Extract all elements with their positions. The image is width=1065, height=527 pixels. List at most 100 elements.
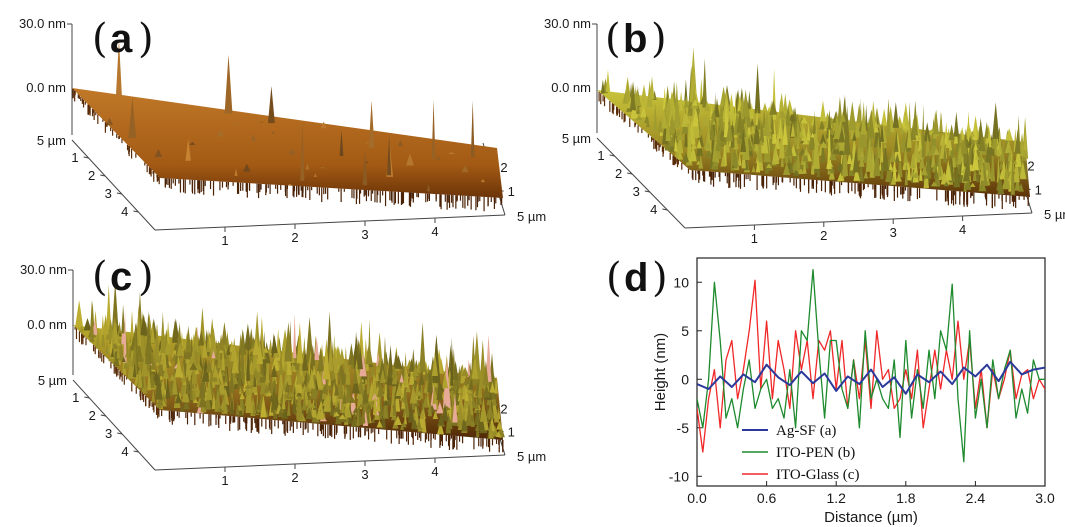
afm-spike (365, 341, 373, 365)
afm-spike (777, 121, 783, 139)
afm-spike (163, 339, 172, 355)
afm-spike (457, 365, 462, 385)
afm-texture (106, 39, 486, 192)
afm-spike (600, 79, 605, 94)
afm-spike (435, 401, 444, 414)
afm-spike (418, 368, 425, 385)
afm-spike (376, 386, 381, 412)
afm-spike (237, 346, 242, 387)
afm-spike (775, 130, 781, 150)
y-axis-line (71, 139, 156, 231)
afm-spike (756, 116, 761, 130)
right-axis-tick-label: 1 (1035, 182, 1042, 197)
y-axis-tick (83, 156, 89, 159)
afm-spike (733, 137, 739, 150)
afm-spike (796, 138, 800, 150)
afm-spike (269, 393, 274, 402)
afm-spike (400, 422, 407, 428)
afm-spike (117, 321, 122, 334)
legend-label: ITO-PEN (b) (776, 445, 855, 461)
afm-spike (296, 389, 302, 397)
afm-spike (358, 375, 365, 395)
afm-spike (427, 369, 433, 393)
afm-spike (930, 150, 936, 168)
afm-spike (265, 389, 273, 397)
afm-spike (763, 110, 771, 137)
afm-spike (334, 383, 340, 396)
afm-spike (230, 123, 238, 125)
afm-spike (217, 389, 222, 396)
afm-spike (676, 132, 685, 140)
afm-spike (121, 356, 126, 363)
afm-spike (346, 406, 352, 418)
afm-spike (668, 138, 677, 147)
afm-spike (301, 349, 309, 371)
afm-spike (471, 354, 479, 379)
afm-spike (452, 360, 459, 380)
panel-label: a (110, 17, 133, 61)
afm-spike (693, 111, 699, 122)
afm-spike (252, 367, 260, 378)
afm-spike (155, 370, 163, 400)
afm-spike (974, 154, 980, 160)
afm-spike (771, 120, 777, 144)
afm-spike (296, 322, 303, 364)
afm-spike (198, 391, 207, 408)
afm-spike (286, 375, 291, 381)
afm-spike (754, 63, 761, 114)
afm-spike (494, 375, 498, 394)
afm-spike (894, 130, 899, 152)
afm-spike (711, 110, 717, 119)
afm-spike (969, 131, 975, 137)
afm-spike (923, 122, 931, 142)
afm-spike (305, 407, 314, 420)
afm-spike (270, 364, 278, 378)
afm-spike (240, 331, 245, 380)
series-group (697, 268, 1045, 463)
afm-spike (238, 407, 243, 416)
afm-spike (485, 334, 492, 382)
afm-spike (988, 134, 995, 156)
y-axis-tick-label: 3 (105, 186, 112, 201)
panel-label-close-paren: ) (138, 16, 154, 62)
afm-spike (113, 321, 119, 344)
afm-spike (838, 126, 846, 143)
afm-spike (211, 391, 216, 409)
afm-spike (423, 369, 429, 381)
afm-spike (121, 304, 126, 334)
afm-spike (366, 403, 372, 410)
afm-spike (362, 383, 368, 404)
afm-spike (295, 367, 303, 385)
afm-spike (904, 161, 908, 186)
afm-spike (292, 313, 297, 359)
afm-spike (879, 136, 884, 163)
afm-spike (707, 115, 711, 143)
afm-spike (749, 102, 754, 119)
afm-spike (816, 169, 821, 177)
afm-spike (984, 121, 990, 139)
afm-spike (357, 345, 364, 370)
afm-spike (127, 355, 136, 379)
afm-spike (808, 127, 816, 150)
right-axis-tick-label: 2 (1027, 159, 1034, 174)
afm-spike (996, 154, 1001, 183)
y-axis-tick (662, 208, 668, 211)
afm-spike (853, 165, 860, 181)
afm-spike (945, 127, 952, 149)
afm-spike (890, 175, 897, 185)
afm-spike (649, 76, 655, 99)
y-tick-label: 0 (681, 371, 689, 387)
y-tick-label: 5 (681, 323, 689, 339)
afm-spike (325, 387, 331, 410)
afm-spike (999, 144, 1006, 162)
afm-spike (401, 398, 406, 409)
afm-spike (302, 387, 307, 409)
afm-spike (827, 114, 832, 170)
afm-spike (496, 421, 503, 430)
y-axis-tick (627, 172, 633, 175)
afm-spike (684, 79, 688, 101)
afm-spike (338, 414, 347, 420)
afm-spike (269, 379, 277, 393)
afm-spike (102, 314, 109, 335)
afm-spike (211, 350, 216, 359)
